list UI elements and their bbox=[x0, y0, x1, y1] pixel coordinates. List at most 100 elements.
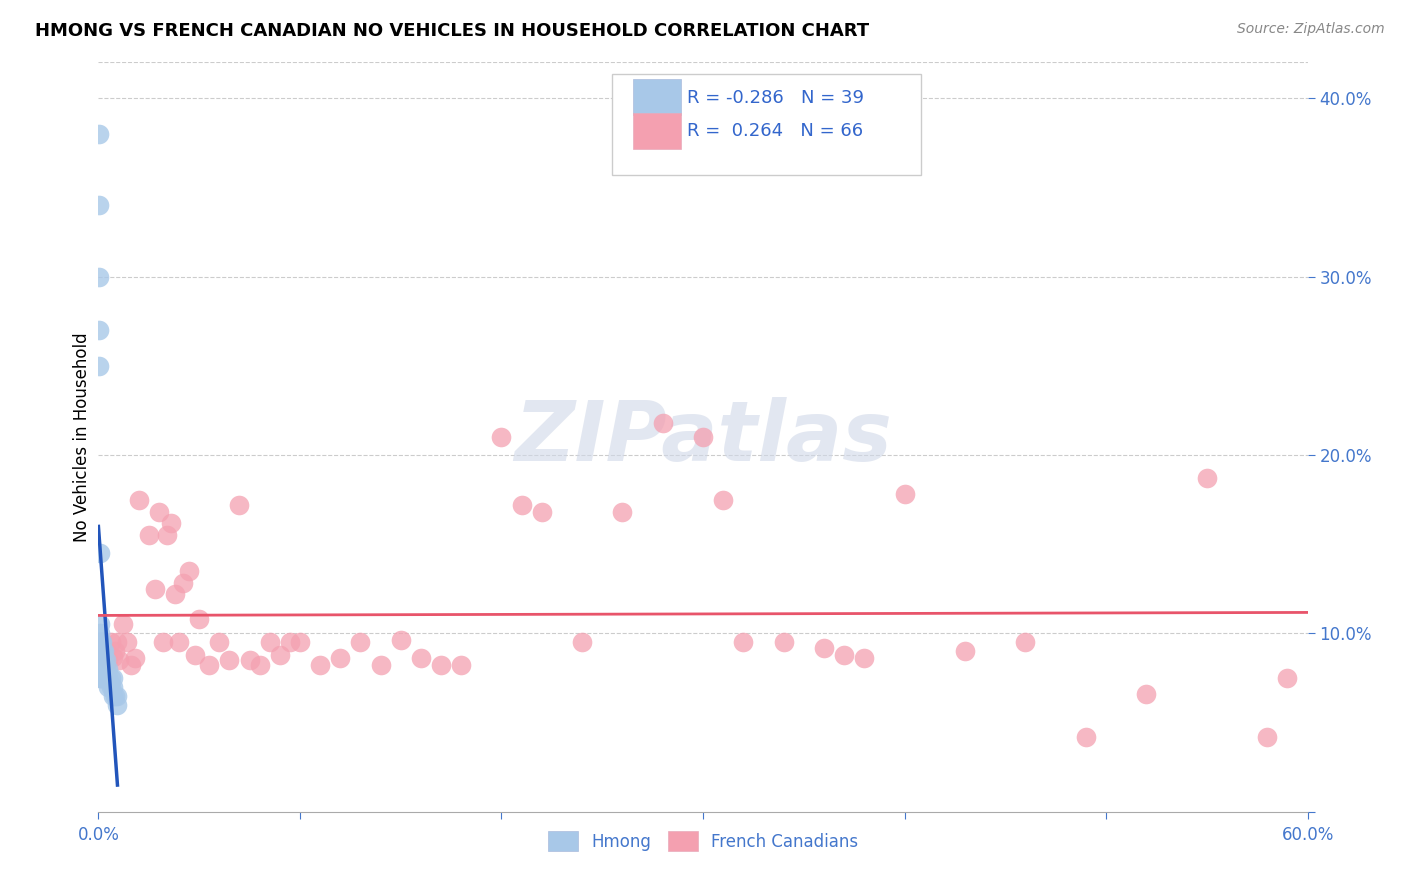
Point bbox=[93, 648, 115, 662]
Point bbox=[89, 546, 111, 560]
Point bbox=[349, 635, 371, 649]
Point bbox=[259, 635, 281, 649]
Point bbox=[90, 653, 112, 667]
Point bbox=[100, 635, 122, 649]
Point bbox=[89, 198, 111, 212]
Text: R =  0.264   N = 66: R = 0.264 N = 66 bbox=[688, 122, 863, 140]
Point bbox=[128, 492, 150, 507]
Point bbox=[89, 671, 111, 685]
Point bbox=[156, 528, 179, 542]
Point bbox=[105, 689, 128, 703]
Point bbox=[692, 430, 714, 444]
Point bbox=[91, 635, 114, 649]
Point bbox=[93, 644, 115, 658]
Point bbox=[101, 680, 124, 694]
Point bbox=[510, 498, 533, 512]
Point bbox=[111, 617, 134, 632]
Legend: Hmong, French Canadians: Hmong, French Canadians bbox=[540, 822, 866, 860]
Point bbox=[208, 635, 231, 649]
Point bbox=[612, 505, 634, 519]
Text: Source: ZipAtlas.com: Source: ZipAtlas.com bbox=[1237, 22, 1385, 37]
Point bbox=[93, 662, 115, 676]
Point bbox=[93, 653, 115, 667]
Point bbox=[105, 635, 128, 649]
Point bbox=[772, 635, 794, 649]
Point bbox=[152, 635, 174, 649]
Y-axis label: No Vehicles in Household: No Vehicles in Household bbox=[73, 332, 91, 542]
Point bbox=[91, 671, 114, 685]
Point bbox=[571, 635, 593, 649]
Point bbox=[96, 671, 118, 685]
Point bbox=[143, 582, 166, 596]
Point bbox=[530, 505, 553, 519]
FancyBboxPatch shape bbox=[633, 78, 682, 115]
Point bbox=[89, 653, 111, 667]
Point bbox=[329, 651, 352, 665]
Point bbox=[430, 658, 453, 673]
Point bbox=[1195, 471, 1218, 485]
Point bbox=[853, 651, 876, 665]
Point bbox=[953, 644, 976, 658]
Point bbox=[93, 671, 115, 685]
Point bbox=[893, 487, 915, 501]
Point bbox=[1135, 687, 1157, 701]
Point bbox=[1074, 730, 1097, 744]
Point bbox=[89, 359, 111, 373]
Text: ZIPatlas: ZIPatlas bbox=[515, 397, 891, 477]
Point bbox=[309, 658, 332, 673]
Point bbox=[218, 653, 240, 667]
Point bbox=[89, 269, 111, 284]
Point bbox=[733, 635, 755, 649]
Point bbox=[97, 680, 120, 694]
Point bbox=[103, 644, 125, 658]
Point bbox=[1277, 671, 1299, 685]
Point bbox=[1256, 730, 1278, 744]
Point bbox=[97, 653, 120, 667]
FancyBboxPatch shape bbox=[633, 112, 682, 149]
Point bbox=[90, 671, 112, 685]
Point bbox=[179, 564, 201, 578]
Point bbox=[198, 658, 221, 673]
Point bbox=[228, 498, 250, 512]
Point bbox=[105, 698, 128, 712]
Point bbox=[120, 658, 142, 673]
Point bbox=[96, 662, 118, 676]
Point bbox=[89, 662, 111, 676]
Point bbox=[269, 648, 291, 662]
Point bbox=[832, 648, 855, 662]
Point bbox=[89, 127, 111, 141]
Point bbox=[163, 587, 186, 601]
Point bbox=[491, 430, 513, 444]
Point bbox=[96, 653, 118, 667]
Point bbox=[409, 651, 432, 665]
Point bbox=[97, 662, 120, 676]
Point bbox=[124, 651, 146, 665]
Point bbox=[91, 644, 114, 658]
Point bbox=[89, 635, 111, 649]
Point bbox=[115, 635, 138, 649]
Point bbox=[160, 516, 183, 530]
FancyBboxPatch shape bbox=[613, 74, 921, 175]
Point bbox=[101, 689, 124, 703]
Point bbox=[711, 492, 734, 507]
Point bbox=[101, 671, 124, 685]
Point bbox=[813, 640, 835, 655]
Point bbox=[184, 648, 207, 662]
Point bbox=[239, 653, 262, 667]
Point bbox=[172, 576, 194, 591]
Point bbox=[89, 323, 111, 337]
Point bbox=[249, 658, 271, 673]
Point bbox=[103, 689, 125, 703]
Point bbox=[1014, 635, 1036, 649]
Point bbox=[89, 644, 111, 658]
Point bbox=[188, 612, 211, 626]
Point bbox=[89, 617, 111, 632]
Point bbox=[100, 671, 122, 685]
Point bbox=[450, 658, 472, 673]
Point bbox=[278, 635, 301, 649]
Point bbox=[138, 528, 160, 542]
Point bbox=[167, 635, 190, 649]
Text: R = -0.286   N = 39: R = -0.286 N = 39 bbox=[688, 88, 865, 107]
Point bbox=[389, 633, 412, 648]
Point bbox=[288, 635, 311, 649]
